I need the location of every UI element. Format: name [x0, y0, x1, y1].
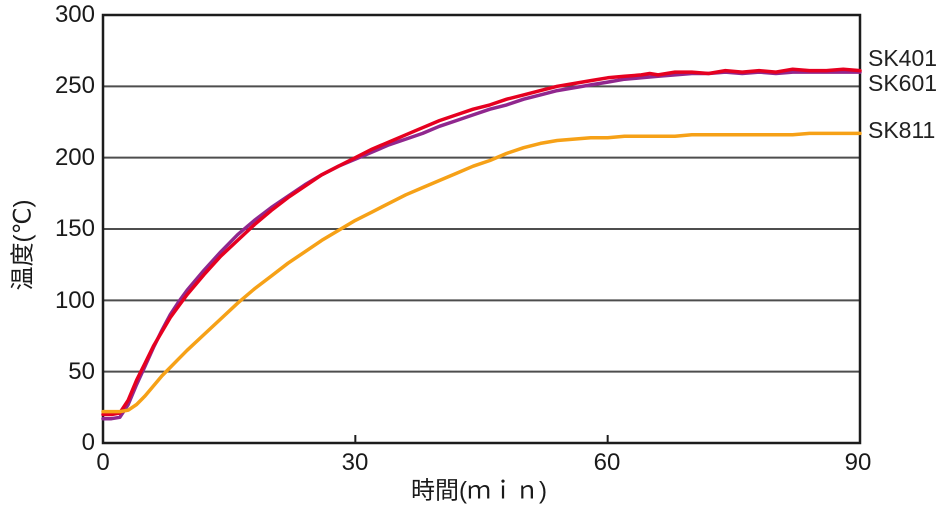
- x-tick-label-0: 0: [96, 449, 110, 476]
- legend-label-sk811: SK811: [868, 117, 936, 143]
- y-tick-label-0: 0: [81, 429, 95, 456]
- legend-label-sk401: SK401: [868, 45, 938, 71]
- y-axis-title: 温度(℃): [9, 199, 37, 291]
- series-line-sk401: [101, 67, 862, 417]
- x-tick-label-90: 90: [844, 449, 872, 476]
- y-tick-label-50: 50: [68, 358, 95, 385]
- x-tick-label-30: 30: [341, 449, 369, 476]
- x-axis-title: 時間(ｍｉｎ): [411, 477, 547, 505]
- series-line-sk601: [101, 70, 862, 421]
- y-tick-label-300: 300: [54, 1, 95, 28]
- series-line-sk811: [101, 131, 862, 414]
- plot-frame: [101, 13, 862, 445]
- y-tick-label-100: 100: [54, 287, 95, 314]
- y-tick-label-150: 150: [54, 215, 95, 242]
- x-tick-label-60: 60: [593, 449, 621, 476]
- y-tick-label-200: 200: [54, 144, 95, 171]
- legend-label-sk601: SK601: [868, 70, 938, 96]
- y-tick-label-250: 250: [54, 72, 95, 99]
